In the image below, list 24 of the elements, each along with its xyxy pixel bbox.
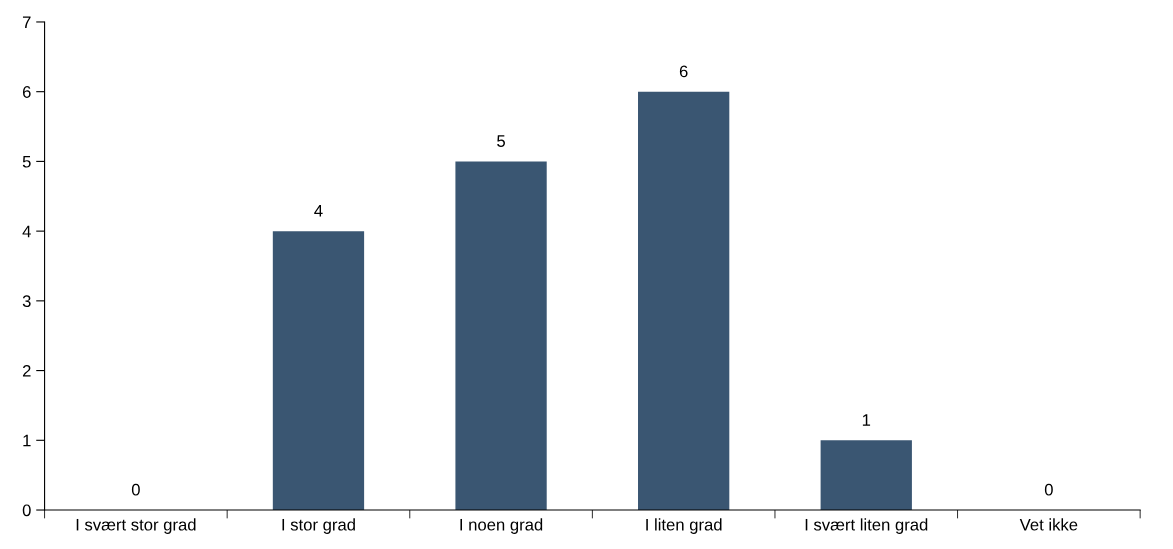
bar: [272, 231, 365, 511]
x-tick-label: I svært liten grad: [805, 518, 928, 534]
y-tick-label: 1: [23, 434, 31, 447]
data-label: 1: [862, 414, 871, 426]
data-label: 0: [1044, 483, 1053, 496]
bar: [820, 440, 912, 511]
y-tick-label: 5: [22, 155, 31, 168]
x-tick-label: I stor grad: [282, 518, 355, 534]
x-tick-label: I noen grad: [460, 518, 543, 534]
y-tick-label: 6: [22, 86, 31, 98]
y-tick-label: 4: [22, 225, 31, 238]
y-tick-label: 0: [22, 504, 31, 517]
bar: [455, 161, 547, 511]
x-tick-label: Vet ikke: [1019, 518, 1078, 531]
data-label: 5: [497, 135, 505, 147]
bar: [638, 91, 730, 511]
data-label: 0: [131, 483, 140, 496]
data-label: 4: [314, 205, 323, 217]
y-tick-label: 2: [22, 364, 31, 377]
data-label: 6: [679, 65, 688, 78]
x-tick-label: I svært stor grad: [76, 518, 196, 534]
x-tick-label: I liten grad: [646, 518, 722, 534]
y-tick-label: 3: [22, 295, 31, 308]
y-tick-label: 7: [22, 16, 31, 28]
